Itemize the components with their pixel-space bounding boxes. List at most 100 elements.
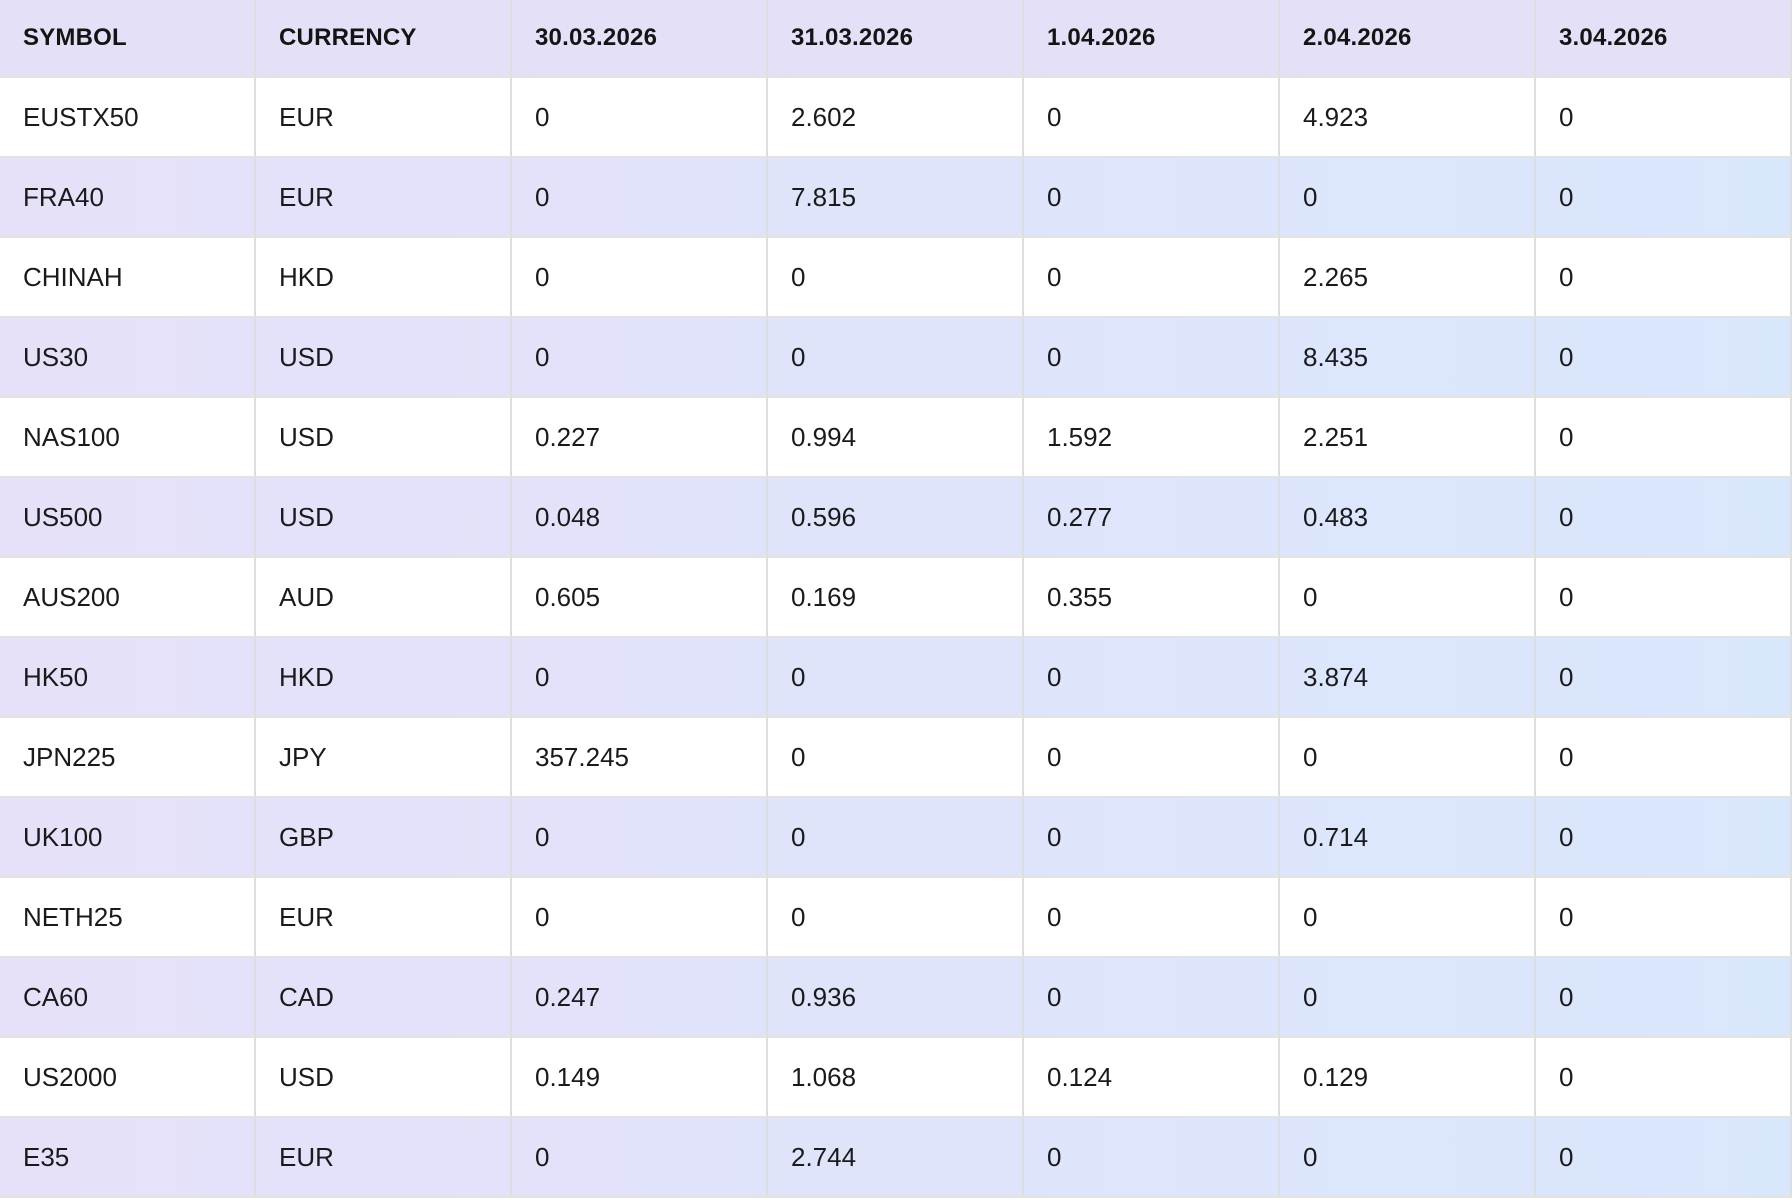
value-cell: 0.483 — [1280, 478, 1536, 556]
value-cell: 0 — [512, 158, 768, 236]
value-cell: 0 — [1024, 78, 1280, 156]
value-cell: 0 — [1280, 958, 1536, 1036]
value-cell: 2.602 — [768, 78, 1024, 156]
value-cell: 8.435 — [1280, 318, 1536, 396]
table-row: EUSTX50 EUR 0 2.602 0 4.923 0 — [0, 78, 1792, 158]
value-cell: 0.048 — [512, 478, 768, 556]
value-cell: 0 — [768, 718, 1024, 796]
symbol-cell: US500 — [0, 478, 256, 556]
value-cell: 2.251 — [1280, 398, 1536, 476]
value-cell: 0 — [512, 878, 768, 956]
table-row: NETH25 EUR 0 0 0 0 0 — [0, 878, 1792, 958]
table-row: AUS200 AUD 0.605 0.169 0.355 0 0 — [0, 558, 1792, 638]
value-cell: 0.227 — [512, 398, 768, 476]
symbol-cell: FRA40 — [0, 158, 256, 236]
table-header-row: SYMBOL CURRENCY 30.03.2026 31.03.2026 1.… — [0, 0, 1792, 78]
currency-cell: HKD — [256, 238, 512, 316]
value-cell: 0 — [768, 878, 1024, 956]
value-cell: 0 — [512, 318, 768, 396]
value-cell: 0 — [1280, 878, 1536, 956]
table-row: US30 USD 0 0 0 8.435 0 — [0, 318, 1792, 398]
table-row: FRA40 EUR 0 7.815 0 0 0 — [0, 158, 1792, 238]
value-cell: 2.744 — [768, 1118, 1024, 1196]
value-cell: 0 — [1024, 958, 1280, 1036]
currency-cell: USD — [256, 478, 512, 556]
symbol-cell: US30 — [0, 318, 256, 396]
column-header-date-5: 3.04.2026 — [1536, 0, 1792, 76]
value-cell: 0.124 — [1024, 1038, 1280, 1116]
value-cell: 0 — [1536, 318, 1792, 396]
column-header-currency: CURRENCY — [256, 0, 512, 76]
table-row: CA60 CAD 0.247 0.936 0 0 0 — [0, 958, 1792, 1038]
column-header-date-3: 1.04.2026 — [1024, 0, 1280, 76]
column-header-symbol: SYMBOL — [0, 0, 256, 76]
value-cell: 7.815 — [768, 158, 1024, 236]
value-cell: 0 — [1536, 878, 1792, 956]
value-cell: 0 — [512, 1118, 768, 1196]
value-cell: 0 — [1536, 238, 1792, 316]
value-cell: 0 — [1024, 158, 1280, 236]
column-header-date-2: 31.03.2026 — [768, 0, 1024, 76]
value-cell: 3.874 — [1280, 638, 1536, 716]
value-cell: 0 — [1024, 798, 1280, 876]
value-cell: 0 — [1536, 1118, 1792, 1196]
symbol-cell: EUSTX50 — [0, 78, 256, 156]
symbol-cell: NAS100 — [0, 398, 256, 476]
value-cell: 0.605 — [512, 558, 768, 636]
value-cell: 0 — [1280, 718, 1536, 796]
column-header-date-1: 30.03.2026 — [512, 0, 768, 76]
currency-cell: AUD — [256, 558, 512, 636]
value-cell: 1.068 — [768, 1038, 1024, 1116]
symbol-cell: NETH25 — [0, 878, 256, 956]
value-cell: 0 — [1024, 1118, 1280, 1196]
value-cell: 0 — [1280, 558, 1536, 636]
currency-cell: GBP — [256, 798, 512, 876]
value-cell: 357.245 — [512, 718, 768, 796]
value-cell: 0 — [768, 638, 1024, 716]
value-cell: 0.596 — [768, 478, 1024, 556]
value-cell: 0 — [768, 318, 1024, 396]
symbol-cell: HK50 — [0, 638, 256, 716]
symbol-cell: E35 — [0, 1118, 256, 1196]
currency-cell: EUR — [256, 78, 512, 156]
value-cell: 0.129 — [1280, 1038, 1536, 1116]
table-row: NAS100 USD 0.227 0.994 1.592 2.251 0 — [0, 398, 1792, 478]
symbol-cell: UK100 — [0, 798, 256, 876]
currency-cell: HKD — [256, 638, 512, 716]
value-cell: 0.277 — [1024, 478, 1280, 556]
symbol-cell: CA60 — [0, 958, 256, 1036]
currency-cell: EUR — [256, 1118, 512, 1196]
value-cell: 0.714 — [1280, 798, 1536, 876]
value-cell: 4.923 — [1280, 78, 1536, 156]
value-cell: 0 — [1536, 78, 1792, 156]
value-cell: 0.355 — [1024, 558, 1280, 636]
symbol-cell: AUS200 — [0, 558, 256, 636]
value-cell: 0 — [512, 638, 768, 716]
table-row: US2000 USD 0.149 1.068 0.124 0.129 0 — [0, 1038, 1792, 1118]
table-row: E35 EUR 0 2.744 0 0 0 — [0, 1118, 1792, 1198]
value-cell: 0 — [768, 798, 1024, 876]
currency-cell: USD — [256, 1038, 512, 1116]
currency-cell: CAD — [256, 958, 512, 1036]
table-row: JPN225 JPY 357.245 0 0 0 0 — [0, 718, 1792, 798]
value-cell: 0.247 — [512, 958, 768, 1036]
symbol-cell: CHINAH — [0, 238, 256, 316]
value-cell: 0 — [1536, 558, 1792, 636]
value-cell: 0 — [1280, 1118, 1536, 1196]
currency-cell: USD — [256, 318, 512, 396]
value-cell: 0 — [512, 798, 768, 876]
currency-cell: USD — [256, 398, 512, 476]
symbol-cell: US2000 — [0, 1038, 256, 1116]
table-row: US500 USD 0.048 0.596 0.277 0.483 0 — [0, 478, 1792, 558]
value-cell: 0 — [1536, 958, 1792, 1036]
value-cell: 0.994 — [768, 398, 1024, 476]
table-row: CHINAH HKD 0 0 0 2.265 0 — [0, 238, 1792, 318]
value-cell: 0 — [1536, 1038, 1792, 1116]
value-cell: 0 — [512, 78, 768, 156]
value-cell: 0 — [1536, 638, 1792, 716]
table-row: UK100 GBP 0 0 0 0.714 0 — [0, 798, 1792, 878]
column-header-date-4: 2.04.2026 — [1280, 0, 1536, 76]
value-cell: 0.169 — [768, 558, 1024, 636]
value-cell: 1.592 — [1024, 398, 1280, 476]
value-cell: 0 — [1536, 158, 1792, 236]
